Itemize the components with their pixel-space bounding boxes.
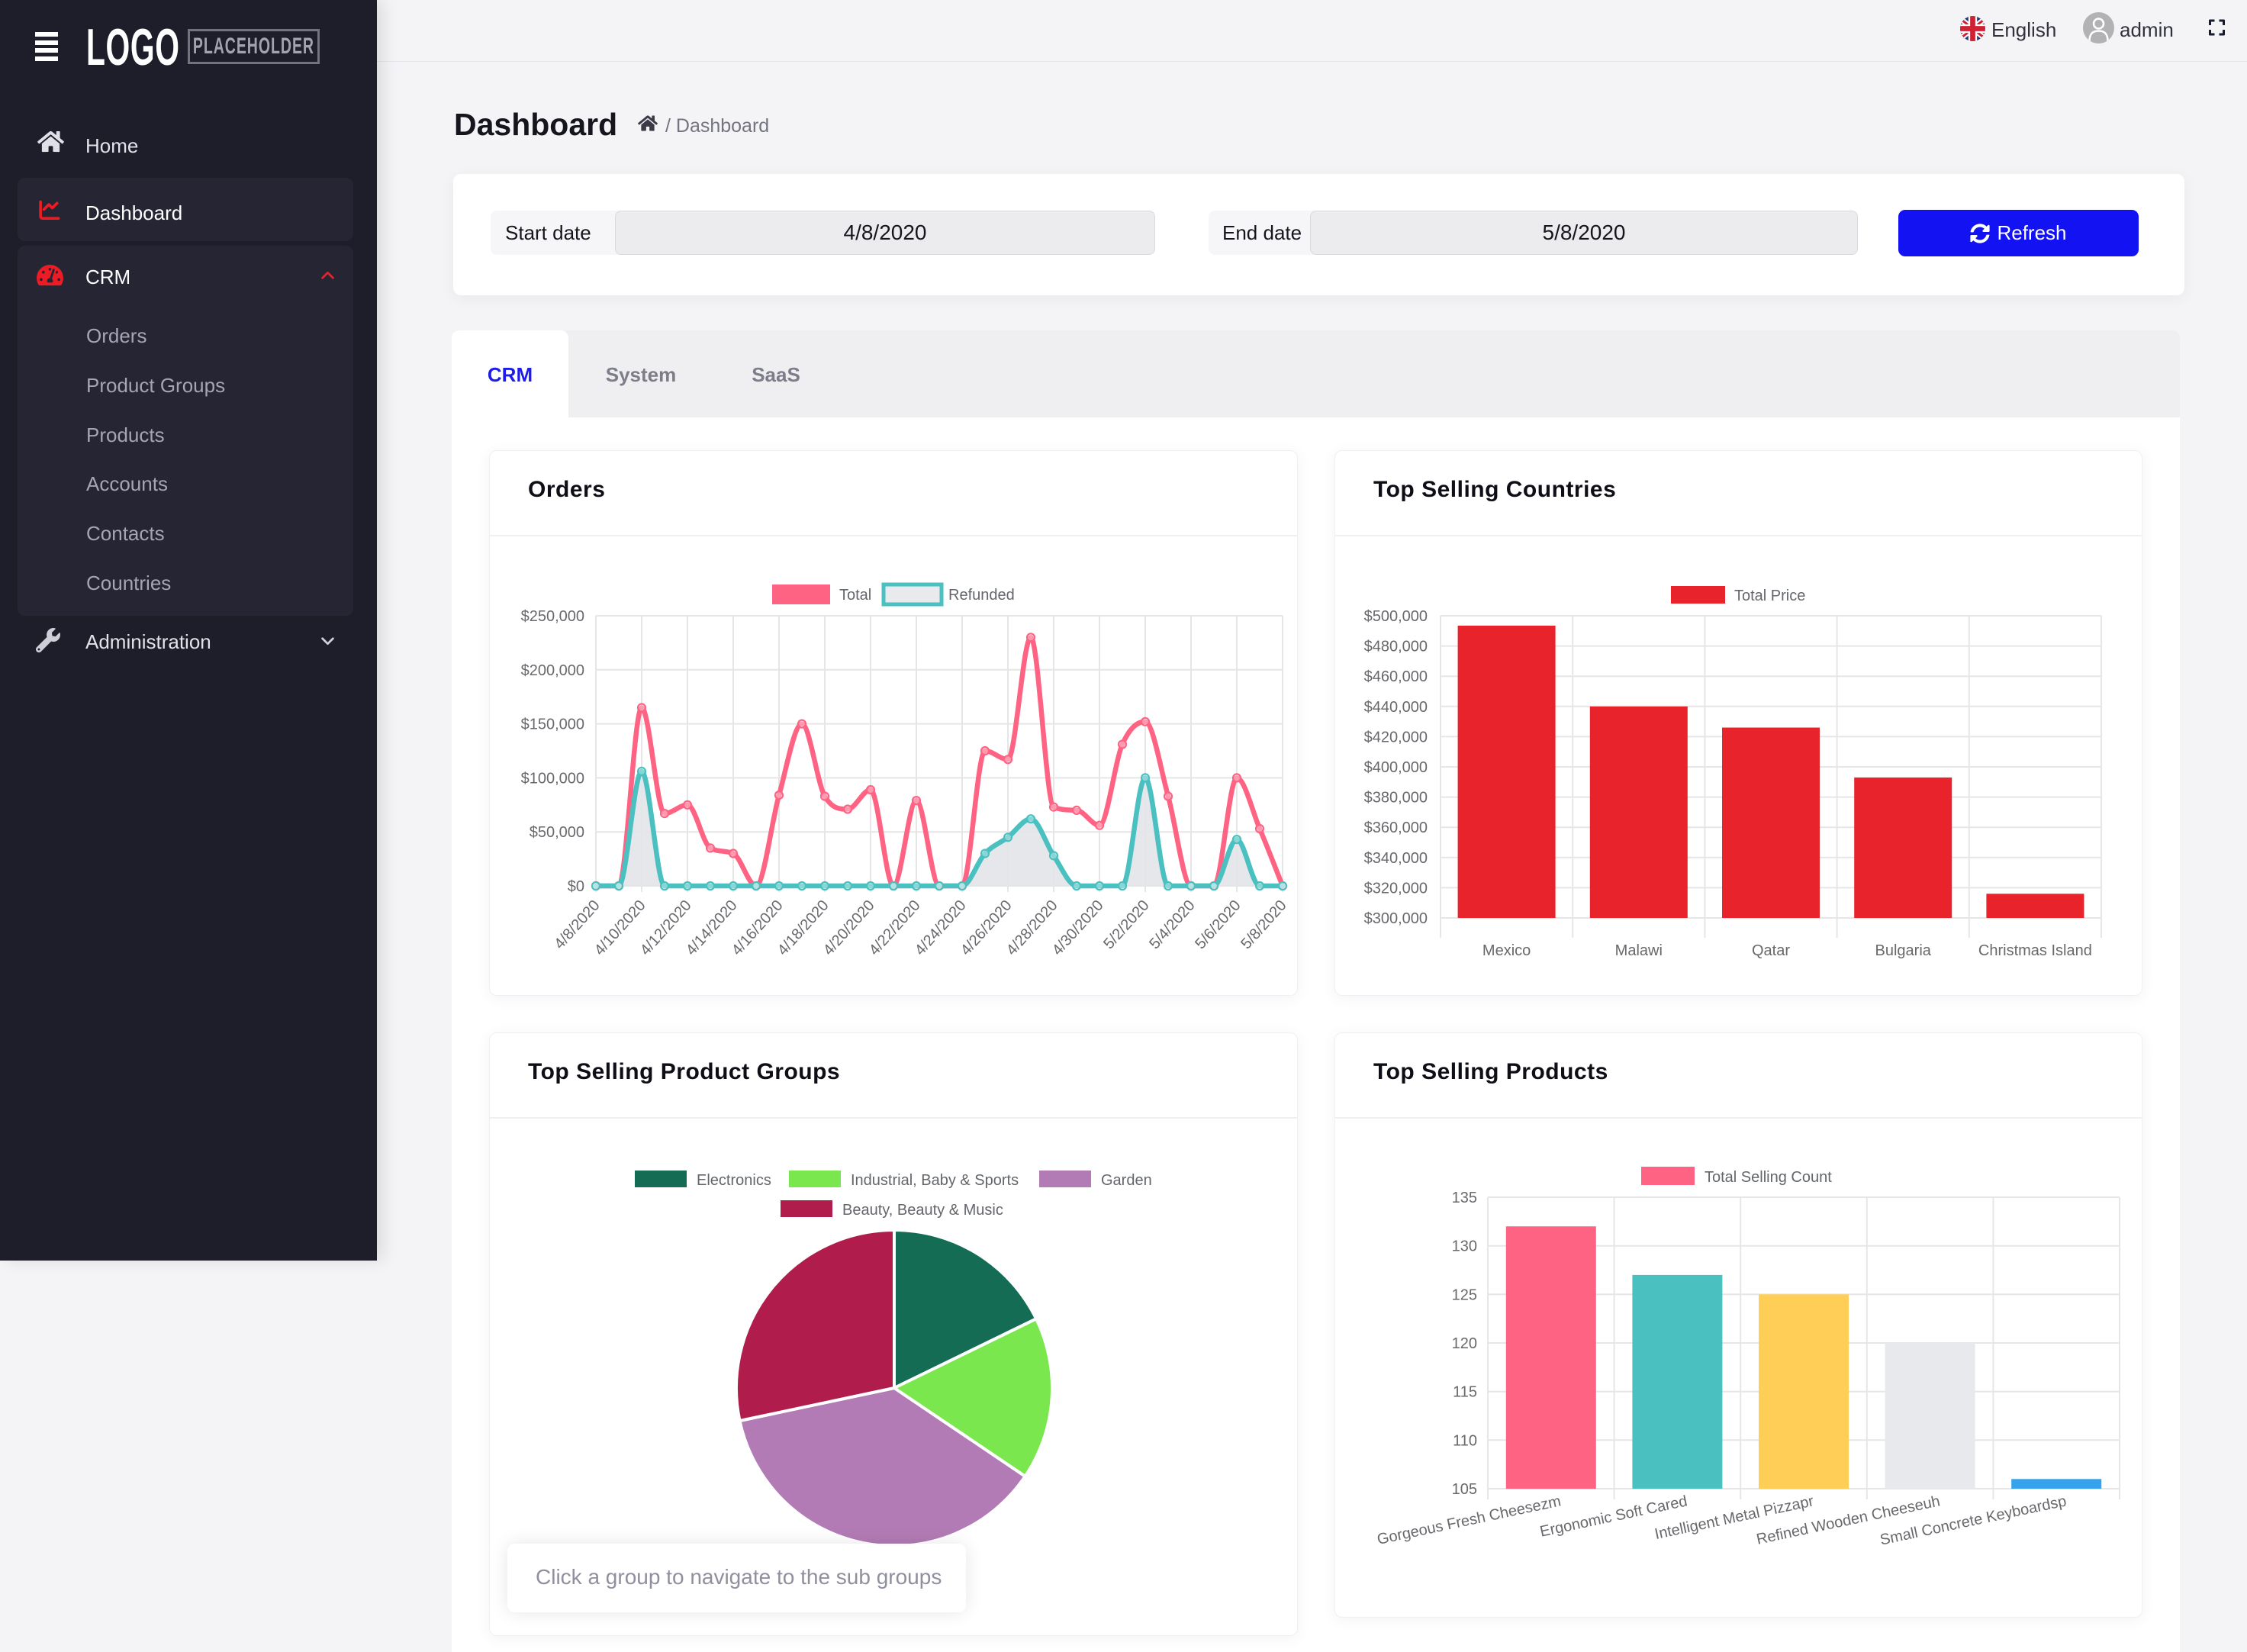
svg-text:Beauty, Beauty & Music: Beauty, Beauty & Music	[842, 1202, 1003, 1219]
svg-text:105: 105	[1452, 1481, 1477, 1498]
svg-text:$250,000: $250,000	[521, 608, 584, 625]
svg-text:Garden: Garden	[1101, 1172, 1152, 1189]
svg-text:110: 110	[1453, 1432, 1477, 1449]
svg-text:$480,000: $480,000	[1364, 639, 1428, 655]
svg-text:$440,000: $440,000	[1364, 699, 1428, 716]
svg-text:Refunded: Refunded	[948, 587, 1015, 604]
svg-text:Total Selling Count: Total Selling Count	[1705, 1169, 1832, 1186]
svg-text:Gorgeous Fresh Cheesezm: Gorgeous Fresh Cheesezm	[1376, 1493, 1563, 1548]
svg-text:Industrial, Baby & Sports: Industrial, Baby & Sports	[851, 1172, 1019, 1189]
svg-text:$100,000: $100,000	[521, 770, 584, 787]
svg-text:Malawi: Malawi	[1615, 942, 1663, 959]
svg-text:Christmas Island: Christmas Island	[1978, 942, 2092, 959]
svg-text:$300,000: $300,000	[1364, 910, 1428, 927]
svg-text:Qatar: Qatar	[1752, 942, 1790, 959]
svg-text:Electronics: Electronics	[697, 1172, 771, 1189]
svg-text:Total: Total	[839, 587, 871, 604]
svg-text:$460,000: $460,000	[1364, 668, 1428, 685]
svg-text:5/6/2020: 5/6/2020	[1192, 897, 1244, 953]
svg-text:5/8/2020: 5/8/2020	[1238, 897, 1289, 953]
svg-text:135: 135	[1452, 1190, 1477, 1206]
svg-text:$400,000: $400,000	[1364, 759, 1428, 776]
svg-text:130: 130	[1452, 1238, 1477, 1255]
svg-text:$500,000: $500,000	[1364, 608, 1428, 625]
svg-text:$380,000: $380,000	[1364, 790, 1428, 807]
svg-text:$150,000: $150,000	[521, 717, 584, 733]
svg-text:Total Price: Total Price	[1734, 588, 1805, 604]
svg-text:115: 115	[1453, 1384, 1477, 1401]
svg-text:5/2/2020: 5/2/2020	[1100, 897, 1152, 953]
svg-text:$320,000: $320,000	[1364, 880, 1428, 897]
svg-text:$0: $0	[568, 878, 584, 895]
svg-text:$360,000: $360,000	[1364, 820, 1428, 836]
svg-text:Bulgaria: Bulgaria	[1875, 942, 1932, 959]
svg-text:$50,000: $50,000	[530, 824, 584, 841]
svg-text:125: 125	[1452, 1286, 1477, 1303]
svg-text:$340,000: $340,000	[1364, 850, 1428, 867]
svg-text:120: 120	[1452, 1335, 1477, 1352]
svg-text:$420,000: $420,000	[1364, 729, 1428, 745]
svg-text:5/4/2020: 5/4/2020	[1146, 897, 1198, 953]
svg-text:Mexico: Mexico	[1482, 942, 1531, 959]
svg-text:$200,000: $200,000	[521, 662, 584, 679]
